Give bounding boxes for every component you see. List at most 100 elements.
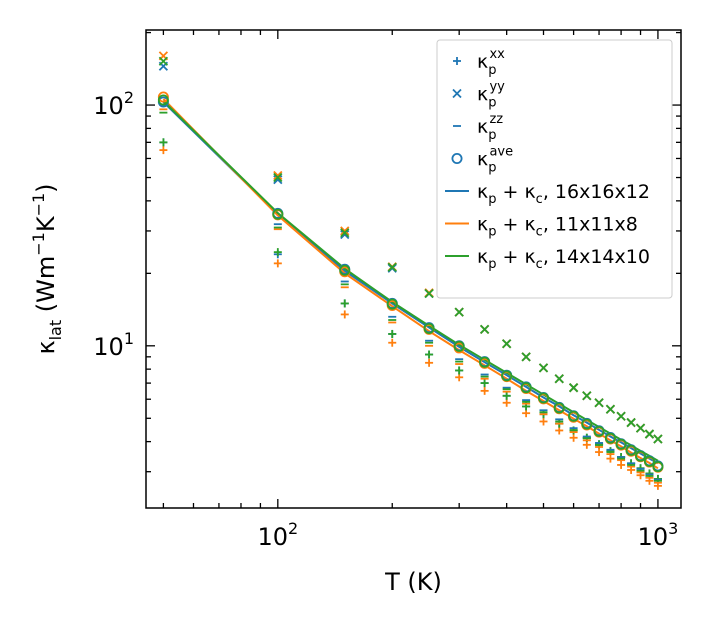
plot-markers: [157, 51, 664, 490]
point-yy-14x14x10-550K-b: [554, 374, 564, 384]
point-yy-14x14x10-450K-b: [521, 352, 531, 362]
point-xx-14x14x10-100K: [273, 248, 282, 257]
legend-label-xx: κpxx: [477, 47, 505, 78]
point-xx-11x11x8-750K: [606, 454, 615, 463]
point-yy-14x14x10-100K-b: [273, 172, 283, 183]
point-yy-14x14x10-700K: [594, 398, 604, 408]
point-yy-14x14x10-950K: [644, 429, 655, 439]
point-yy-14x14x10-650K: [582, 391, 592, 401]
point-ave-14x14x10-50K: [157, 94, 169, 106]
point-xx-11x11x8-350K: [480, 386, 489, 395]
point-yy-14x14x10-400K: [502, 339, 512, 349]
point-xx-11x11x8-250K: [425, 358, 434, 367]
point-yy-14x14x10-600K: [568, 383, 579, 393]
point-yy-14x14x10-250K-b: [424, 288, 434, 299]
point-xx-11x11x8-450K: [522, 409, 531, 418]
y-axis-label: κlat (Wm−1K−1): [29, 183, 65, 354]
point-ave-14x14x10-650K: [581, 418, 593, 430]
point-yy-11x11x8-100K-b: [273, 170, 283, 181]
point-xx-14x14x10-200K: [388, 329, 397, 338]
point-yy-14x14x10-350K-b: [479, 324, 490, 335]
point-xx-11x11x8-100K: [273, 259, 282, 268]
point-xx-11x11x8-500K: [539, 417, 548, 426]
major-ticks: [146, 30, 681, 508]
point-xx-14x14x10-50K: [159, 138, 168, 147]
minor-ticks: [146, 30, 681, 508]
x-tick-label: 102: [257, 519, 298, 551]
series-line-14x14x10: [162, 100, 659, 462]
point-xx-11x11x8-150K: [340, 310, 349, 319]
point-xx-14x14x10-350K: [480, 379, 489, 388]
point-ave-14x14x10-950K: [643, 455, 655, 467]
point-ave-14x14x10-500K: [538, 392, 550, 404]
point-yy-14x14x10-1000K-b: [653, 434, 663, 444]
point-yy-14x14x10-200K-b: [387, 262, 397, 272]
legend-marker-ave: [451, 152, 463, 164]
point-xx-11x11x8-300K: [455, 373, 464, 382]
point-yy-14x14x10-600K-b: [568, 383, 579, 393]
point-yy-14x14x10-800K-b: [616, 411, 626, 421]
point-yy-14x14x10-300K: [454, 307, 464, 317]
x-tick-label: 103: [638, 519, 679, 551]
point-yy-14x14x10-950K-b: [644, 429, 655, 439]
legend-label-yy: κpyy: [477, 80, 505, 111]
point-ave-14x14x10-600K: [568, 410, 580, 422]
legend-label-line-16: κp + κc, 16x16x12: [477, 181, 650, 207]
point-yy-11x11x8-150K-b: [340, 226, 350, 236]
point-ave-14x14x10-100K: [272, 208, 284, 220]
legend-label-ave: κpave: [477, 145, 513, 176]
x-axis-label: T (K): [384, 568, 442, 596]
legend-marker-yy: [452, 88, 462, 99]
point-ave-14x14x10-700K: [593, 425, 605, 437]
point-ave-14x14x10-850K: [625, 444, 637, 456]
point-yy-14x14x10-250K: [424, 288, 434, 299]
point-yy-14x14x10-50K-b: [158, 56, 169, 66]
point-yy-11x11x8-150K: [340, 226, 350, 236]
point-yy-14x14x10-800K: [616, 411, 626, 421]
plot-frame: [145, 29, 682, 509]
point-ave-14x14x10-200K: [386, 298, 398, 310]
series-line-11x11x8: [162, 98, 659, 470]
tick-labels: 102 103 101 102: [93, 88, 678, 551]
point-ave-14x14x10-550K: [553, 402, 565, 414]
point-xx-11x11x8-400K: [502, 398, 511, 407]
point-yy-14x14x10-650K-b: [582, 391, 592, 401]
point-ave-14x14x10-250K: [423, 323, 435, 335]
point-xx-11x11x8-600K: [569, 433, 578, 442]
legend-marker-yy-b: [452, 88, 462, 99]
point-yy-14x14x10-200K: [387, 262, 397, 272]
point-ave-14x14x10-400K: [501, 370, 513, 382]
point-yy-14x14x10-750K: [605, 404, 616, 414]
point-yy-14x14x10-100K: [273, 172, 283, 183]
point-xx-14x14x10-400K: [502, 391, 511, 400]
point-ave-14x14x10-800K: [615, 438, 627, 450]
point-xx-11x11x8-550K: [555, 426, 564, 435]
legend-box: [436, 39, 673, 299]
point-yy-16x16x12-150K: [340, 229, 350, 240]
point-ave-14x14x10-450K: [520, 382, 532, 394]
legend-label-zz: κpzz: [477, 112, 503, 143]
point-yy-14x14x10-400K-b: [502, 339, 512, 349]
legend-marker-xx: [453, 57, 461, 65]
point-xx-11x11x8-650K: [582, 440, 591, 449]
y-tick-label: 102: [93, 88, 134, 120]
legend-label-line-14: κp + κc, 14x14x10: [477, 246, 650, 272]
point-yy-14x14x10-1000K: [653, 434, 663, 444]
point-xx-11x11x8-50K: [159, 146, 168, 155]
point-ave-14x14x10-300K: [453, 340, 465, 352]
point-yy-14x14x10-900K-b: [635, 423, 646, 433]
point-ave-14x14x10-1000K: [652, 461, 664, 473]
point-yy-14x14x10-150K-b: [340, 228, 350, 238]
y-tick-label: 101: [93, 329, 134, 361]
point-yy-14x14x10-900K: [635, 423, 646, 433]
point-yy-14x14x10-850K: [626, 417, 636, 428]
point-ave-14x14x10-900K: [635, 450, 647, 462]
point-xx-11x11x8-800K: [617, 460, 626, 469]
point-xx-11x11x8-200K: [388, 338, 397, 347]
point-yy-11x11x8-100K: [273, 170, 283, 181]
point-xx-14x14x10-150K: [340, 299, 349, 308]
point-yy-14x14x10-500K-b: [538, 363, 549, 373]
point-yy-14x14x10-350K: [479, 324, 490, 335]
